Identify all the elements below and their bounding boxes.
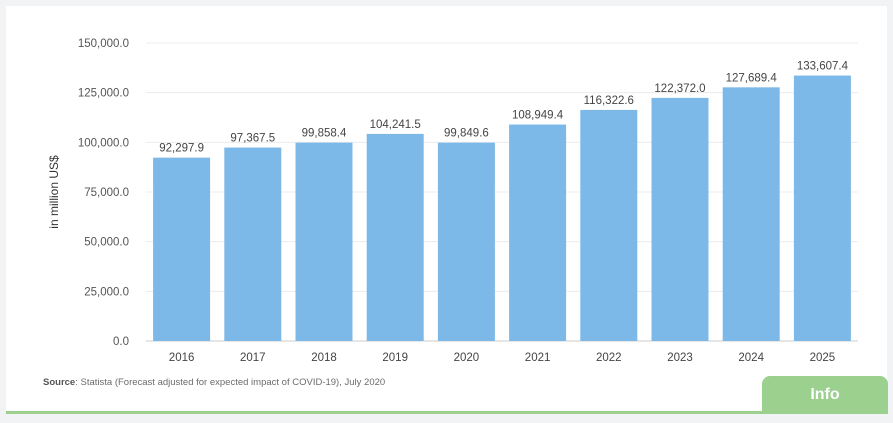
bar-2016[interactable] bbox=[153, 157, 211, 341]
bar-2018[interactable] bbox=[295, 142, 353, 341]
x-axis-ticks: 2016 2017 2018 2019 2020 2021 2022 2023 2024 2025 bbox=[169, 352, 835, 364]
x-tick-label-2016: 2016 bbox=[169, 352, 195, 364]
y-tick-label: 150,000.0 bbox=[78, 38, 129, 50]
bar-2022[interactable] bbox=[580, 109, 638, 342]
source-text: : Statista (Forecast adjusted for expect… bbox=[75, 377, 386, 388]
bar-2021[interactable] bbox=[509, 124, 567, 341]
bar-2024[interactable] bbox=[722, 87, 780, 341]
bar-2020[interactable] bbox=[437, 142, 495, 341]
y-tick-label: 75,000.0 bbox=[84, 187, 129, 199]
data-label-2016: 92,297.9 bbox=[159, 143, 204, 155]
bars bbox=[153, 75, 851, 342]
bar-2017[interactable] bbox=[224, 147, 282, 341]
data-label-2019: 104,241.5 bbox=[370, 119, 421, 131]
x-tick-label-2023: 2023 bbox=[667, 352, 693, 364]
bar-2019[interactable] bbox=[366, 133, 424, 341]
y-tick-label: 100,000.0 bbox=[78, 137, 129, 149]
data-label-2018: 99,858.4 bbox=[302, 128, 347, 140]
data-label-2021: 108,949.4 bbox=[512, 110, 564, 122]
data-label-2020: 99,849.6 bbox=[444, 128, 489, 140]
x-tick-label-2017: 2017 bbox=[240, 352, 266, 364]
data-label-2024: 127,689.4 bbox=[726, 72, 778, 84]
x-tick-label-2022: 2022 bbox=[596, 352, 622, 364]
data-label-2017: 97,367.5 bbox=[230, 133, 275, 145]
x-tick-label-2020: 2020 bbox=[454, 352, 480, 364]
x-tick-label-2018: 2018 bbox=[311, 352, 337, 364]
source-note: Source: Statista (Forecast adjusted for … bbox=[43, 377, 385, 388]
y-axis-ticks: 0.0 25,000.0 50,000.0 75,000.0 100,000.0 125,… bbox=[78, 38, 129, 348]
chart-card: 0.0 25,000.0 50,000.0 75,000.0 100,000.0 125,… bbox=[6, 6, 888, 414]
bar-chart: 0.0 25,000.0 50,000.0 75,000.0 100,000.0 125,… bbox=[47, 38, 858, 364]
x-tick-label-2019: 2019 bbox=[382, 352, 408, 364]
y-tick-label: 25,000.0 bbox=[84, 286, 129, 298]
info-button[interactable]: Info bbox=[762, 376, 888, 414]
bar-2023[interactable] bbox=[651, 97, 709, 341]
y-tick-label: 125,000.0 bbox=[78, 88, 129, 100]
data-labels: 92,297.9 97,367.5 99,858.4 104,241.5 99,849.… bbox=[159, 61, 848, 155]
x-tick-label-2024: 2024 bbox=[738, 352, 764, 364]
data-label-2025: 133,607.4 bbox=[797, 61, 849, 73]
y-tick-label: 0.0 bbox=[113, 336, 129, 348]
x-tick-label-2021: 2021 bbox=[525, 352, 551, 364]
y-tick-label: 50,000.0 bbox=[84, 237, 129, 249]
x-tick-label-2025: 2025 bbox=[810, 352, 836, 364]
data-label-2023: 122,372.0 bbox=[654, 83, 705, 95]
y-axis-label: in million US$ bbox=[47, 155, 61, 229]
source-label: Source bbox=[43, 377, 76, 388]
bar-2025[interactable] bbox=[793, 75, 851, 341]
data-label-2022: 116,322.6 bbox=[584, 95, 634, 107]
